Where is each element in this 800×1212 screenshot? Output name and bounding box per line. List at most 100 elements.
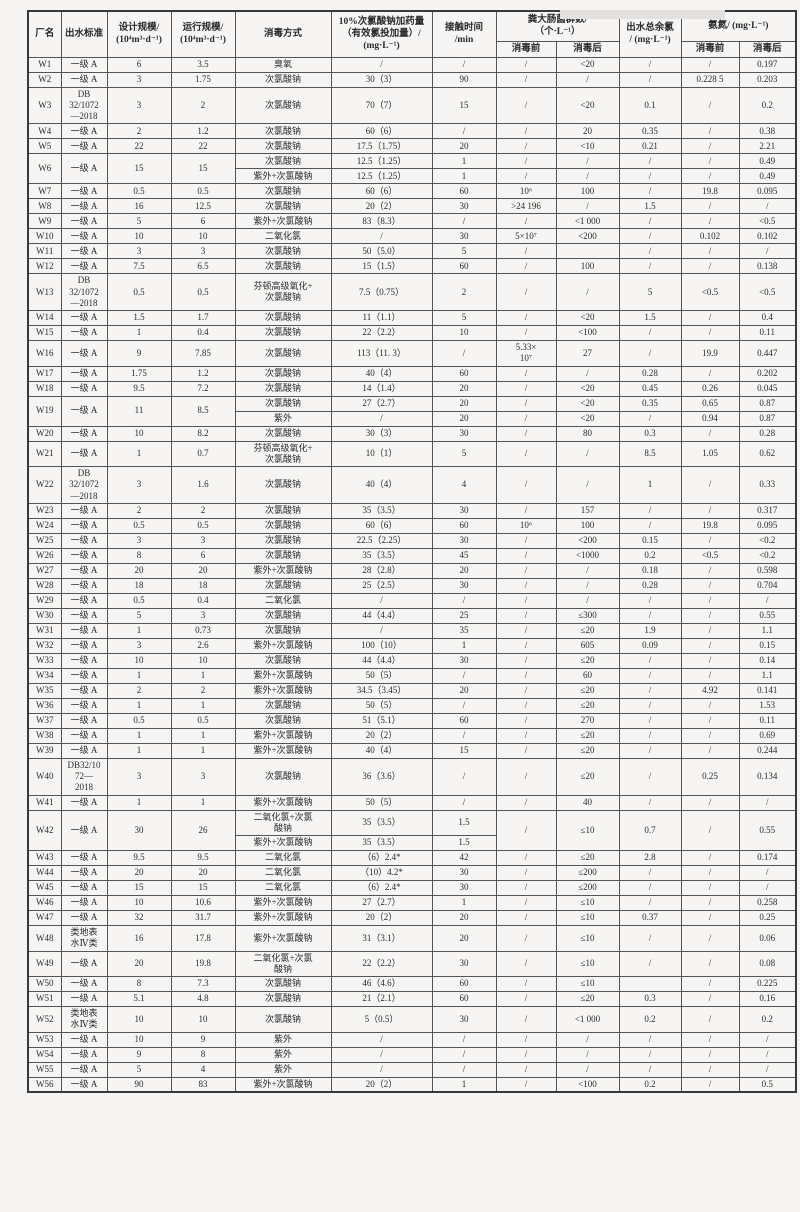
table-row: W9 一级 A 5 6 紫外+次氯酸钠 83（8.3） / / <1 000// <0.5 [27,213,797,230]
table-cell: <0.5 [680,547,740,564]
table-cell: / [495,395,557,412]
table-cell: 15 [170,880,236,896]
table-cell: 27（2.7） [330,395,433,412]
table-cell: <0.5 [680,273,740,311]
table-cell: / [680,910,740,926]
table-cell: / [680,607,740,624]
table-cell: / [555,198,620,215]
table-cell: 0.141 [738,682,797,699]
table-cell: / [431,56,497,73]
table-cell: W49 [27,950,62,977]
table-cell: 0.37 [618,910,682,926]
table-cell: / [495,243,557,260]
table-cell: 0.258 [738,895,797,911]
table-cell: 次氯酸钠 [234,466,332,504]
table-cell: / [431,213,497,230]
table-cell: / [431,592,497,609]
table-cell: 3 [106,243,172,260]
table-cell: W55 [27,1061,62,1078]
table-row: W12 一级 A 7.5 6.5 次氯酸钠 15（1.5） 60/100//0.138 [27,258,797,275]
table-cell: 二氧化氯 [234,592,332,609]
table-row: W34 一级 A 1 1 紫外+次氯酸钠 50（5） //60//1.1 [27,667,797,684]
table-cell: W17 [27,365,62,382]
table-cell: 3 [106,86,172,125]
table-cell: 紫外+次氯酸钠 [234,562,332,579]
table-cell: 3 [106,532,172,549]
table-cell: 1 [106,794,172,811]
table-cell: W37 [27,712,62,729]
table-row: W48 类地表 水Ⅳ类 16 17.8 紫外+次氯酸钠 31（3.1） 20/≤10//0.… [27,925,797,952]
col-header-method: 消毒方式 [234,10,332,58]
table-cell: 0.49 [738,168,797,185]
table-cell: 次氯酸钠 [234,757,332,796]
table-cell: 10 [106,895,172,911]
table-cell: / [555,365,620,382]
table-cell: / [618,607,682,624]
table-cell: / [618,168,682,185]
table-cell: 1.9 [618,622,682,639]
table-cell: W35 [27,682,62,699]
table-cell: / [555,168,620,185]
table-row: W7 一级 A 0.5 0.5 次氯酸钠 60（6） 60 10⁶ 100/19.8 0.095 [27,183,797,200]
table-cell: 7.5 [106,258,172,275]
table-row: W39 一级 A 1 1 紫外+次氯酸钠 40（4） 15/≤20//0.244 [27,742,797,759]
table-cell: / [680,1006,740,1033]
table-cell: 0.228 5 [680,71,740,88]
table-row: 紫外+次氯酸钠 12.5（1.25） 1// //0.49 [28,168,797,185]
table-cell: ≤10 [555,809,620,851]
table-row: W40 DB32/10 72— 2018 3 3 次氯酸钠 36（3.6） / / ≤20/0.… [27,757,797,796]
table-cell: / [330,1031,433,1048]
table-cell: 7.5（0.75） [330,273,433,311]
table-cell: W51 [27,991,62,1007]
table-cell: 0.095 [738,183,797,200]
table-cell: W13 [27,273,62,311]
table-cell: 4.92 [680,682,740,699]
table-cell: W1 [27,56,62,73]
table-cell: 42 [431,850,497,866]
table-cell: 0.4 [170,325,236,341]
table-cell: / [555,153,620,170]
table-cell: 60 [431,183,497,200]
table-cell: 一级 A [60,712,108,729]
table-cell: 次氯酸钠 [234,697,332,714]
table-cell: 60 [555,667,620,684]
table-cell: / [618,880,682,896]
table-cell: / [680,667,740,684]
table-row: W43 一级 A 9.5 9.5 二氧化氯 （6）2.4* 42/≤20 2.8/0.174 [27,850,797,866]
table-cell: 1.75 [106,365,172,382]
table-cell: / [738,198,797,215]
table-cell: / [618,794,682,811]
table-cell: W4 [27,123,62,140]
table-cell: 30 [431,652,497,669]
table-cell: 35（3.5） [330,502,433,519]
table-cell: / [618,742,682,759]
table-cell: / [330,56,433,73]
table-cell: 5 [106,607,172,624]
table-cell: 1.53 [738,697,797,714]
table-cell: / [680,865,740,881]
table-cell: 10 [170,1006,236,1033]
table-cell: 1 [106,742,172,759]
table-cell: 11 [106,395,172,427]
table-cell: ≤20 [555,850,620,866]
table-cell: W47 [27,910,62,926]
table-cell: 10 [431,325,497,341]
table-cell: 80 [555,425,620,442]
table-cell: 30 [431,502,497,519]
table-cell: 一级 A [60,667,108,684]
table-cell: 0.138 [738,258,797,275]
table-cell: / [618,71,682,88]
table-row: W18 一级 A 9.5 7.2 次氯酸钠 14（1.4） 20/<20 0.45 0.26 0.… [27,380,797,397]
table-row: W36 一级 A 1 1 次氯酸钠 50（5） / / ≤20//1.53 [27,697,797,714]
table-cell: W21 [27,440,62,467]
table-cell: 0.447 [738,340,797,367]
table-cell: ≤20 [555,697,620,714]
table-row: W5 一级 A 22 22 次氯酸钠 17.5（1.75） 20/<10 0.21/2.21 [27,138,797,155]
table-cell: / [495,1031,557,1048]
table-cell: 2.6 [170,637,236,654]
table-cell: 20 [555,123,620,140]
table-cell: W53 [27,1031,62,1048]
disinfection-table: 厂名 出水标准 设计规模/ (10⁴m³·d⁻¹) 运行规模/ (10⁴m³·d… [27,10,798,1093]
table-cell: 1.6 [170,466,236,504]
table-cell: 1 [431,153,497,170]
